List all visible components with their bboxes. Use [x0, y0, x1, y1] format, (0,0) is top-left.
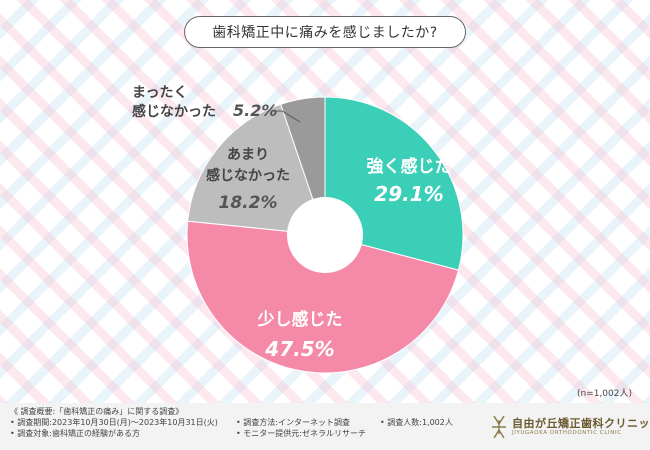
survey-overview: 《 調査概要:「歯科矯正の痛み」に関する調査》 — [10, 407, 184, 416]
donut-hole — [287, 197, 363, 273]
label-strongly-felt: 強く感じた — [367, 156, 452, 177]
value-not-at-all: 5.2% — [233, 101, 277, 120]
clinic-name-en: JIYUGAOKA ORTHODONTIC CLINIC — [512, 430, 622, 436]
label-not-at-all-line2: 感じなかった — [132, 103, 216, 120]
label-not-at-all-line1: まったく — [132, 85, 187, 101]
chart-title: 歯科矯正中に痛みを感じましたか? — [184, 16, 466, 48]
value-strongly-felt: 29.1% — [374, 182, 443, 206]
survey-target: • 調査対象:歯科矯正の経験がある方 — [10, 429, 140, 438]
leader-line — [272, 110, 301, 123]
survey-footer: 《 調査概要:「歯科矯正の痛み」に関する調査》 • 調査期間:2023年10月3… — [0, 403, 650, 450]
survey-period: • 調査期間:2023年10月30日(月)〜2023年10月31日(火) — [10, 418, 218, 427]
pie-slice-1 — [186, 220, 460, 374]
pie-slice-2 — [187, 103, 326, 236]
clinic-mark-icon — [492, 415, 506, 439]
clinic-name: 自由が丘矯正歯科クリニック — [512, 417, 650, 430]
survey-method: • 調査方法:インターネット調査 — [236, 418, 350, 427]
sample-size-note: (n=1,002人) — [576, 389, 632, 399]
survey-provider: • モニター提供元:ゼネラルリサーチ — [236, 429, 366, 438]
value-slightly-felt: 47.5% — [264, 337, 334, 361]
survey-count: • 調査人数:1,002人 — [380, 418, 453, 427]
label-not-much-line2: 感じなかった — [206, 167, 290, 184]
value-not-much: 18.2% — [219, 193, 278, 213]
label-not-much-line1: あまり — [227, 147, 269, 163]
label-slightly-felt: 少し感じた — [257, 309, 343, 330]
clinic-logo: 自由が丘矯正歯科クリニック JIYUGAOKA ORTHODONTIC CLIN… — [490, 414, 650, 440]
